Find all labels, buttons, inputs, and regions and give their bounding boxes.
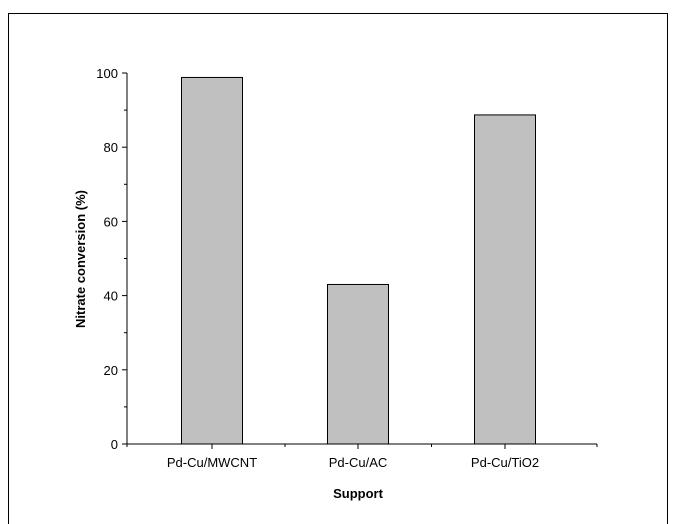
chart-frame (8, 13, 668, 524)
y-tick-label: 20 (104, 363, 118, 378)
y-tick-label: 40 (104, 289, 118, 304)
y-axis-title: Nitrate conversion (%) (73, 190, 88, 328)
bars-group (181, 76, 536, 445)
y-tick-label: 0 (111, 437, 118, 452)
x-ticks-group: Pd-Cu/MWCNT Pd-Cu/AC Pd-Cu/TiO2 (126, 444, 598, 470)
y-tick-label: 60 (104, 214, 118, 229)
bar-pd-cu-ac (327, 283, 389, 445)
y-ticks-group: 0 20 40 60 80 100 (96, 66, 127, 452)
x-tick-label: Pd-Cu/MWCNT (167, 455, 257, 470)
x-tick-label: Pd-Cu/TiO2 (471, 455, 539, 470)
bar-pd-cu-tio2 (474, 114, 536, 445)
y-tick-label: 80 (104, 140, 118, 155)
y-tick-label: 100 (96, 66, 118, 81)
x-axis-title: Support (333, 486, 383, 501)
bar-pd-cu-mwcnt (181, 76, 243, 445)
x-tick-label: Pd-Cu/AC (329, 455, 388, 470)
